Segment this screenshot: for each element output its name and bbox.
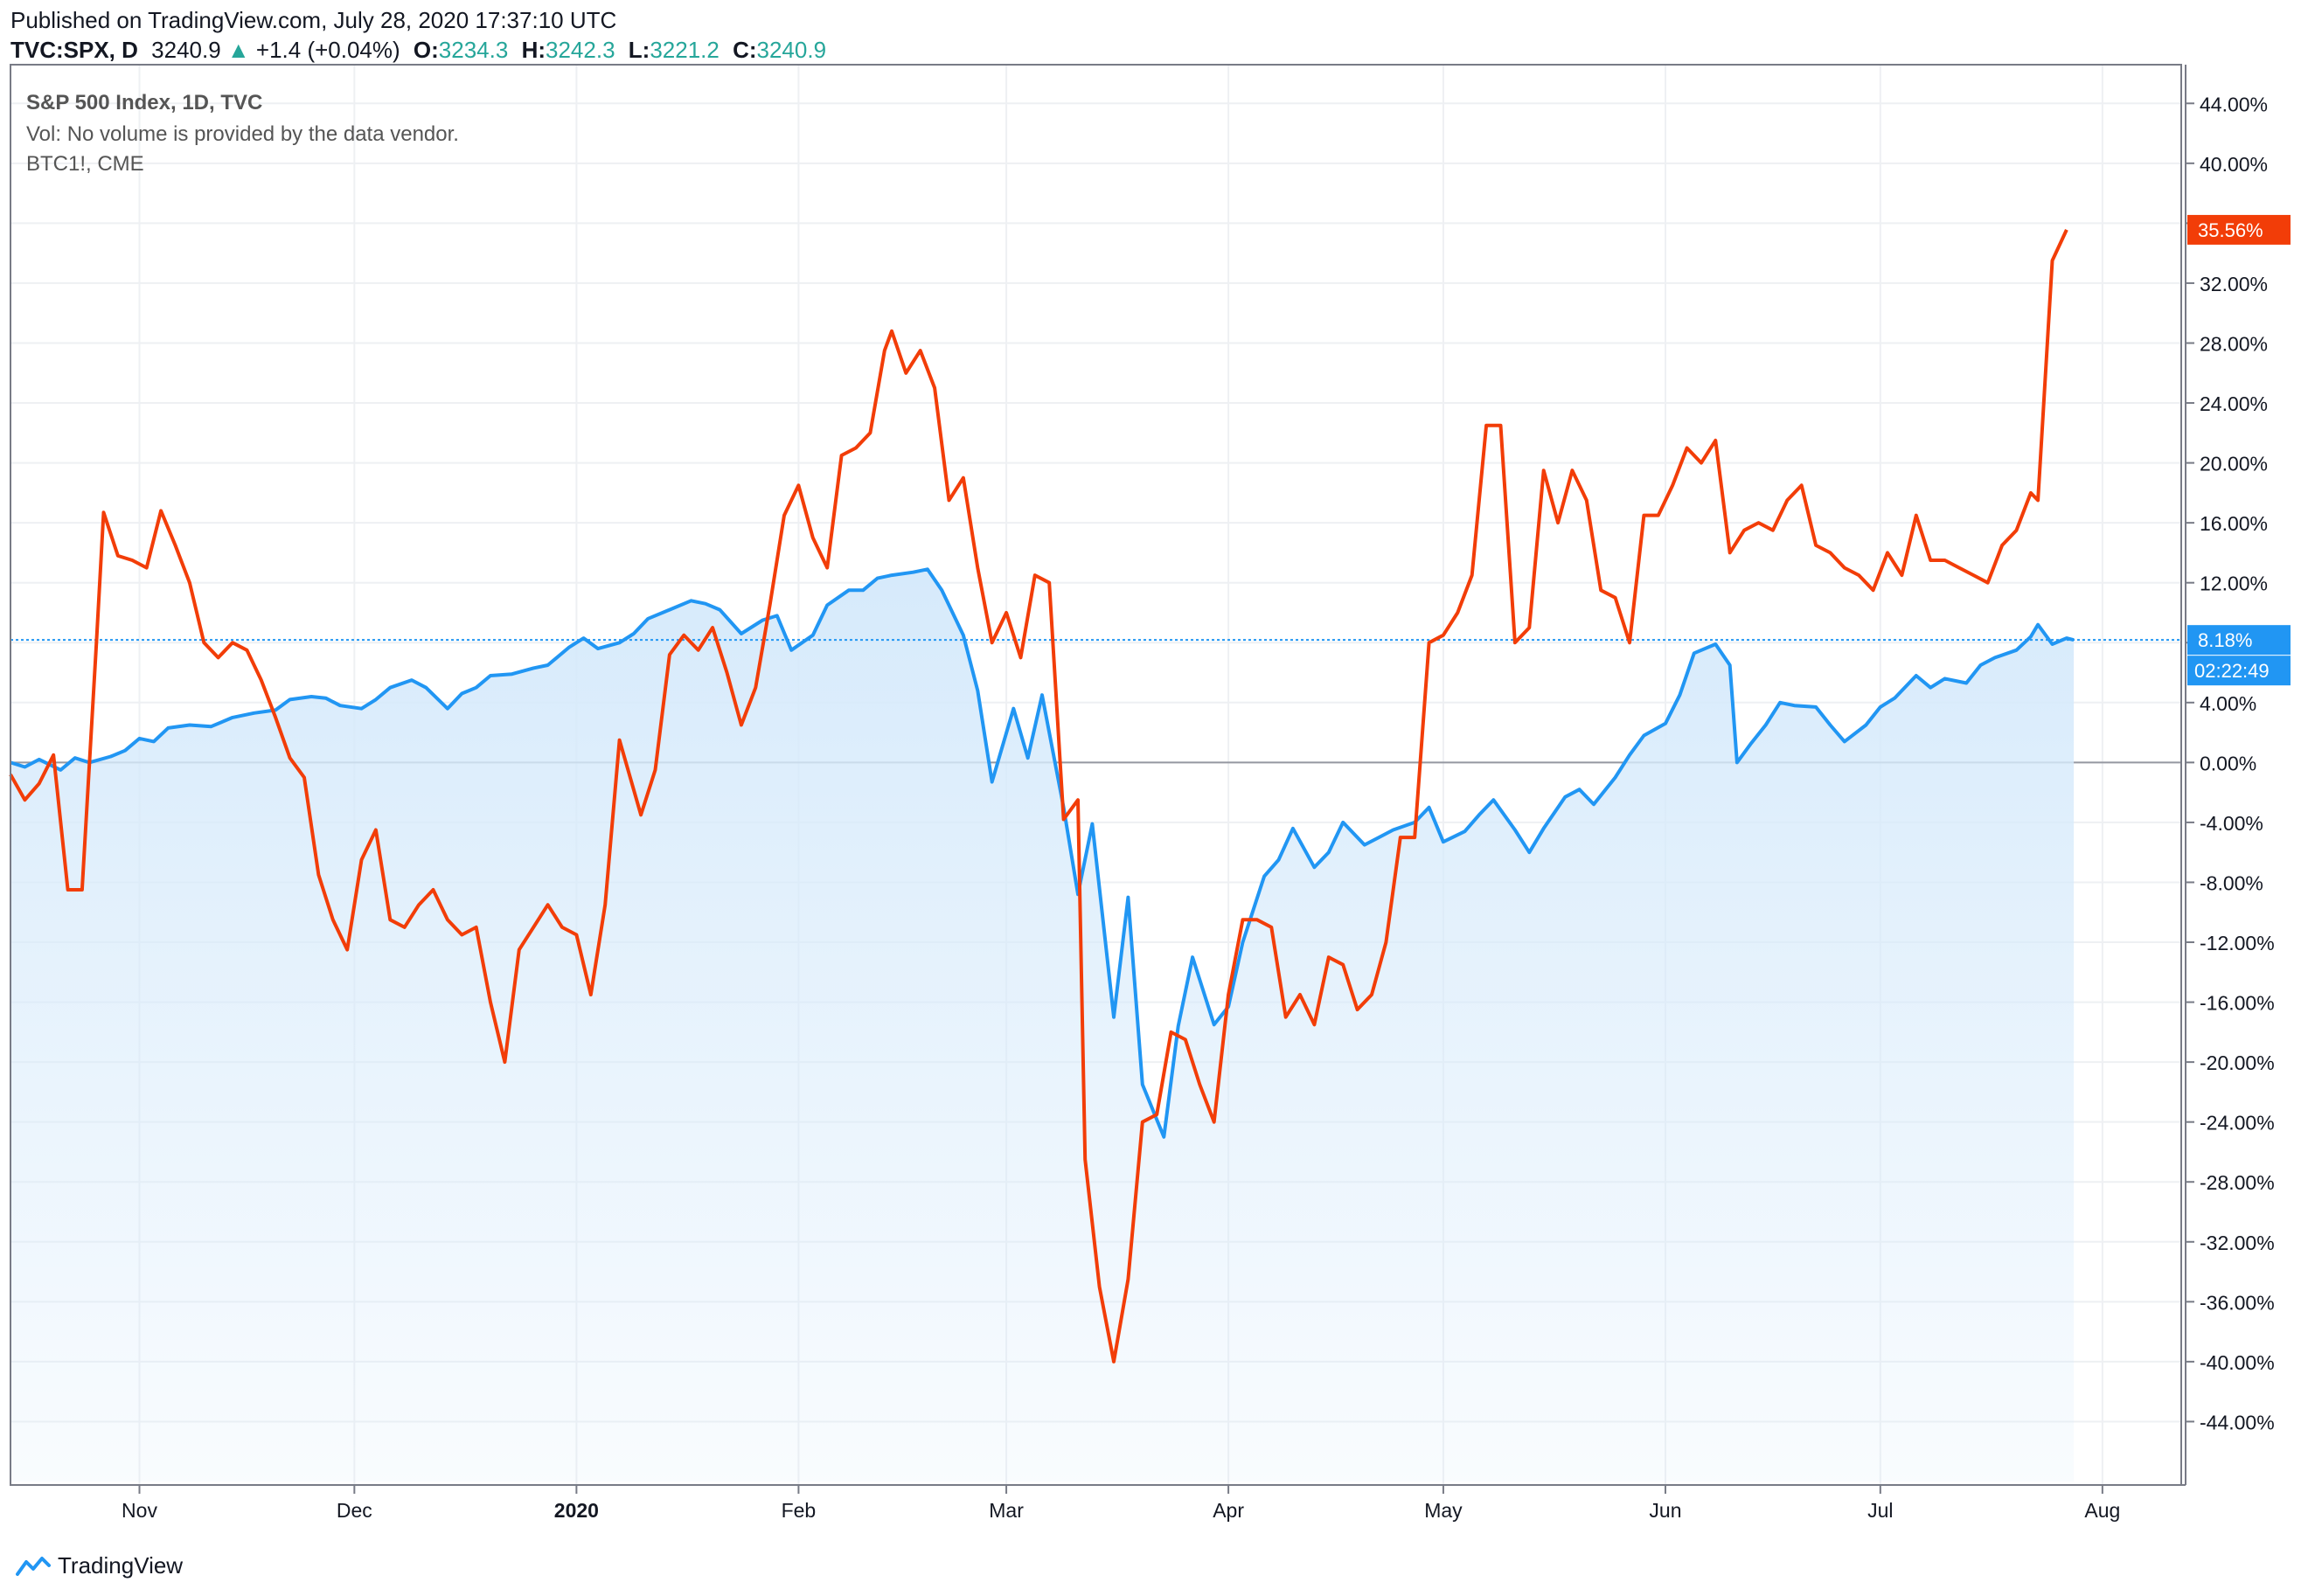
low-label: L: xyxy=(628,37,650,63)
y-tick-label: -36.00% xyxy=(2200,1291,2275,1314)
y-tick-label: 40.00% xyxy=(2200,153,2268,176)
symbol-label: TVC:SPX, D xyxy=(10,37,138,63)
countdown-label-bg xyxy=(2187,656,2291,686)
y-tick-label: 32.00% xyxy=(2200,273,2268,295)
btc-last-label: 35.56% xyxy=(2198,219,2263,241)
close-label: C: xyxy=(733,37,757,63)
open-label: O: xyxy=(413,37,439,63)
low-value: 3221.2 xyxy=(650,37,720,63)
x-tick-label: Apr xyxy=(1213,1499,1244,1522)
y-tick-label: -8.00% xyxy=(2200,871,2263,894)
y-tick-label: -16.00% xyxy=(2200,992,2275,1015)
spx-last-label-bg xyxy=(2187,625,2291,656)
x-tick-label: Mar xyxy=(989,1499,1024,1522)
y-tick-label: 20.00% xyxy=(2200,453,2268,475)
y-tick-label: 44.00% xyxy=(2200,93,2268,115)
spx-area-fill xyxy=(10,569,2075,1482)
y-tick-label: 4.00% xyxy=(2200,692,2256,715)
tradingview-logo-icon xyxy=(16,1556,51,1576)
x-tick-label: Feb xyxy=(782,1499,817,1522)
footer-brand[interactable]: TradingView xyxy=(16,1552,183,1579)
y-tick-label: 16.00% xyxy=(2200,512,2268,535)
legend-compare-symbol[interactable]: BTC1!, CME xyxy=(26,152,144,176)
x-tick-label: Nov xyxy=(122,1499,157,1522)
y-tick-label: -28.00% xyxy=(2200,1171,2275,1194)
y-tick-label: -32.00% xyxy=(2200,1232,2275,1254)
spx-area xyxy=(10,569,2075,1482)
x-tick-label: Jul xyxy=(1867,1499,1893,1522)
y-tick-label: -40.00% xyxy=(2200,1351,2275,1374)
open-value: 3234.3 xyxy=(438,37,509,63)
high-value: 3242.3 xyxy=(546,37,615,63)
x-tick-label: Dec xyxy=(337,1499,372,1522)
last-price: 3240.9 xyxy=(151,37,221,63)
countdown-label: 02:22:49 xyxy=(2194,660,2270,682)
x-tick-label: Aug xyxy=(2084,1499,2120,1522)
y-tick-label: -44.00% xyxy=(2200,1411,2275,1433)
btc-last-label-bg xyxy=(2187,214,2291,245)
x-tick-label: May xyxy=(1424,1499,1463,1522)
y-tick-label: -4.00% xyxy=(2200,812,2263,835)
btc-line xyxy=(9,229,2068,1364)
legend-volume: Vol: No volume is provided by the data v… xyxy=(26,122,459,146)
brand-name: TradingView xyxy=(58,1552,184,1579)
y-tick-label: 28.00% xyxy=(2200,332,2268,355)
y-tick-label: 12.00% xyxy=(2200,572,2268,595)
y-tick-label: -20.00% xyxy=(2200,1051,2275,1074)
x-tick-label: Jun xyxy=(1649,1499,1681,1522)
close-value: 3240.9 xyxy=(756,37,827,63)
y-tick-label: 24.00% xyxy=(2200,392,2268,415)
price-change: +1.4 (+0.04%) xyxy=(255,37,400,63)
up-arrow-icon: ▲ xyxy=(226,37,250,63)
spx-line xyxy=(10,567,2075,1139)
x-tick-label: 2020 xyxy=(554,1499,599,1522)
series-lines xyxy=(9,229,2181,1364)
axes: 44.00%40.00%36.00%32.00%28.00%24.00%20.0… xyxy=(10,64,2291,1522)
y-tick-label: -24.00% xyxy=(2200,1112,2275,1135)
y-tick-label: 0.00% xyxy=(2200,752,2256,774)
symbol-header: TVC:SPX, D 3240.9 ▲ +1.4 (+0.04%) O:3234… xyxy=(10,37,826,64)
high-label: H: xyxy=(521,37,546,63)
legend-title: S&P 500 Index, 1D, TVC xyxy=(26,91,263,114)
spx-last-label: 8.18% xyxy=(2198,629,2252,651)
published-note: Published on TradingView.com, July 28, 2… xyxy=(10,7,617,33)
y-tick-label: -12.00% xyxy=(2200,932,2275,954)
